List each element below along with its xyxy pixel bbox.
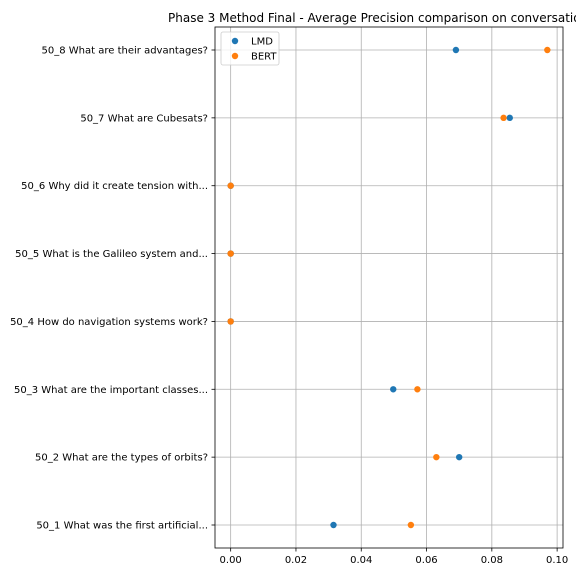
y-tick-label: 50_3 What are the important classes... (14, 385, 208, 396)
x-tick-label: 0.10 (546, 555, 568, 566)
point-bert (544, 46, 551, 54)
x-tick-label: 0.06 (415, 555, 437, 566)
x-tick-labels: 0.00 0.02 0.04 0.06 0.08 0.10 (220, 548, 568, 566)
data-points (227, 46, 551, 529)
y-tick-label: 50_6 Why did it create tension with... (21, 181, 208, 192)
x-tick-label: 0.02 (285, 555, 307, 566)
y-tick-label: 50_5 What is the Galileo system and... (15, 249, 208, 260)
point-bert (227, 318, 234, 325)
chart-title: Phase 3 Method Final - Average Precision… (168, 11, 576, 25)
point-lmd (330, 521, 337, 529)
point-bert (227, 250, 234, 257)
y-tick-label: 50_2 What are the types of orbits? (35, 453, 208, 464)
point-bert (433, 453, 440, 461)
legend: LMD BERT (220, 31, 280, 66)
grid (215, 27, 563, 548)
point-lmd (452, 46, 460, 54)
legend-marker-lmd (231, 37, 239, 45)
series-lmd (227, 46, 513, 529)
y-tick-label: 50_1 What was the first artificial... (36, 521, 208, 532)
point-bert (500, 114, 507, 122)
point-bert (407, 521, 415, 529)
y-tick-label: 50_4 How do navigation systems work? (10, 317, 208, 328)
legend-label-lmd: LMD (251, 37, 273, 48)
y-tick-labels: 50_1 What was the first artificial... 50_… (10, 46, 215, 532)
point-lmd (455, 453, 463, 461)
x-tick-label: 0.04 (350, 555, 372, 566)
x-tick-label: 0.08 (481, 555, 503, 566)
y-tick-label: 50_7 What are Cubesats? (80, 113, 208, 124)
y-tick-label: 50_8 What are their advantages? (42, 46, 208, 57)
x-tick-label: 0.00 (220, 555, 242, 566)
legend-marker-bert (231, 52, 239, 60)
point-bert (227, 182, 234, 189)
plot-area-frame (214, 26, 564, 549)
series-bert (227, 46, 551, 529)
point-bert (414, 386, 421, 393)
point-lmd (506, 114, 513, 122)
point-lmd (390, 386, 397, 393)
legend-label-bert: BERT (251, 52, 277, 63)
